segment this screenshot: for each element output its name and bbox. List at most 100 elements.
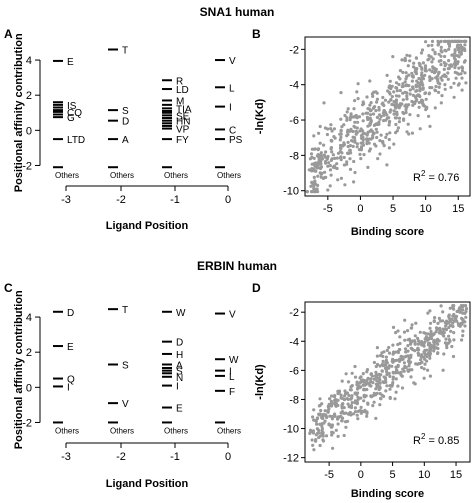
data-point	[327, 402, 331, 406]
residue-label: SE	[176, 111, 190, 122]
data-point	[384, 389, 388, 393]
data-point	[367, 137, 371, 141]
data-point	[450, 53, 454, 57]
data-point	[387, 100, 391, 104]
data-point	[389, 87, 393, 91]
data-point	[318, 397, 322, 401]
data-point	[362, 399, 366, 403]
data-point	[427, 114, 431, 118]
data-point	[429, 334, 433, 338]
data-point	[391, 325, 396, 329]
data-point	[395, 110, 399, 114]
data-point	[375, 379, 379, 383]
data-point	[412, 61, 416, 65]
data-point	[460, 76, 464, 80]
data-point	[427, 57, 431, 61]
residue-label: LD	[176, 85, 189, 96]
data-point	[310, 438, 314, 442]
data-point	[375, 97, 379, 101]
data-point	[404, 77, 408, 81]
data-point	[324, 434, 329, 438]
data-point	[406, 338, 410, 342]
y-tick-label: 2	[26, 90, 32, 102]
data-point	[316, 162, 320, 166]
residue-label: W	[229, 355, 239, 366]
residue-label: I	[229, 103, 232, 114]
data-point	[342, 143, 346, 147]
data-point	[408, 92, 412, 96]
data-point	[356, 97, 360, 101]
data-point	[333, 156, 337, 160]
data-point	[440, 50, 444, 54]
data-point	[356, 417, 360, 421]
data-point	[361, 372, 365, 376]
residue-label: S	[122, 106, 129, 117]
data-point	[449, 329, 453, 333]
data-point	[339, 117, 343, 121]
data-point	[345, 118, 349, 122]
residue-label: D	[67, 308, 74, 319]
data-point	[432, 339, 436, 343]
data-point	[359, 405, 363, 409]
data-point	[388, 396, 392, 400]
data-point	[405, 130, 409, 134]
data-point	[353, 120, 357, 124]
data-point	[415, 89, 419, 93]
data-point	[388, 84, 392, 88]
data-point	[443, 87, 447, 91]
data-point	[347, 405, 351, 409]
data-point	[387, 91, 392, 95]
data-point	[410, 131, 414, 135]
residue-label: E	[67, 57, 74, 68]
data-point	[445, 346, 449, 350]
data-point	[448, 320, 452, 324]
data-point	[460, 66, 465, 70]
data-point	[396, 342, 400, 347]
y-axis-label: Positional affinity contribution	[13, 33, 25, 192]
data-point	[387, 351, 392, 355]
data-point	[333, 394, 337, 398]
data-point	[389, 108, 393, 112]
y-tick-label: -2	[22, 417, 32, 429]
data-point	[416, 346, 420, 350]
data-point	[371, 106, 375, 110]
data-point	[394, 122, 398, 127]
data-point	[395, 89, 399, 93]
data-point	[324, 161, 328, 165]
data-point	[427, 341, 431, 345]
data-point	[404, 107, 408, 112]
data-point	[336, 403, 340, 408]
panel-label-c: C	[4, 281, 13, 295]
data-point	[382, 119, 386, 123]
data-point	[415, 79, 419, 83]
data-point	[435, 341, 439, 345]
data-point	[406, 329, 410, 333]
data-point	[382, 375, 386, 379]
data-point	[394, 331, 398, 335]
data-point	[336, 434, 340, 438]
data-point	[365, 381, 369, 385]
data-point	[317, 166, 321, 170]
data-point	[312, 147, 317, 151]
data-point	[375, 346, 379, 350]
data-point	[463, 324, 467, 328]
data-point	[375, 135, 379, 140]
data-point	[420, 71, 424, 75]
data-point	[317, 428, 321, 432]
data-point	[459, 52, 463, 56]
data-point	[403, 80, 407, 84]
y-tick-label: -6	[289, 115, 299, 127]
data-point	[430, 86, 434, 90]
data-point	[455, 45, 459, 49]
data-point	[313, 179, 317, 183]
data-point	[436, 321, 440, 325]
data-point	[335, 156, 339, 160]
data-point	[307, 168, 311, 172]
data-point	[312, 448, 316, 452]
data-point	[317, 435, 321, 440]
residue-label: T	[122, 305, 128, 316]
data-point	[333, 414, 337, 418]
x-tick-label: 15	[452, 203, 464, 215]
data-point	[403, 365, 407, 370]
data-point	[352, 107, 356, 111]
